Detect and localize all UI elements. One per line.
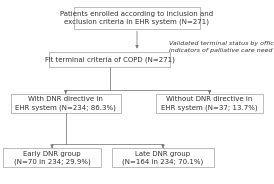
- FancyBboxPatch shape: [112, 148, 214, 167]
- Text: Without DNR directive in
EHR system (N=37; 13.7%): Without DNR directive in EHR system (N=3…: [161, 96, 258, 111]
- Text: Validated terminal status by official
indicators of palliative care need: Validated terminal status by official in…: [169, 41, 274, 53]
- Text: Late DNR group
(N=164 in 234; 70.1%): Late DNR group (N=164 in 234; 70.1%): [122, 151, 204, 165]
- Text: Patients enrolled according to inclusion and
exclusion criteria in EHR system (N: Patients enrolled according to inclusion…: [61, 11, 213, 25]
- Text: Early DNR group
(N=70 in 234; 29.9%): Early DNR group (N=70 in 234; 29.9%): [14, 151, 90, 165]
- Text: Fit terminal criteria of COPD (N=271): Fit terminal criteria of COPD (N=271): [45, 56, 175, 63]
- Text: With DNR directive in
EHR system (N=234; 86.3%): With DNR directive in EHR system (N=234;…: [15, 96, 116, 111]
- FancyBboxPatch shape: [11, 94, 121, 113]
- FancyBboxPatch shape: [156, 94, 263, 113]
- FancyBboxPatch shape: [3, 148, 101, 167]
- FancyBboxPatch shape: [49, 52, 170, 67]
- FancyBboxPatch shape: [74, 7, 200, 29]
